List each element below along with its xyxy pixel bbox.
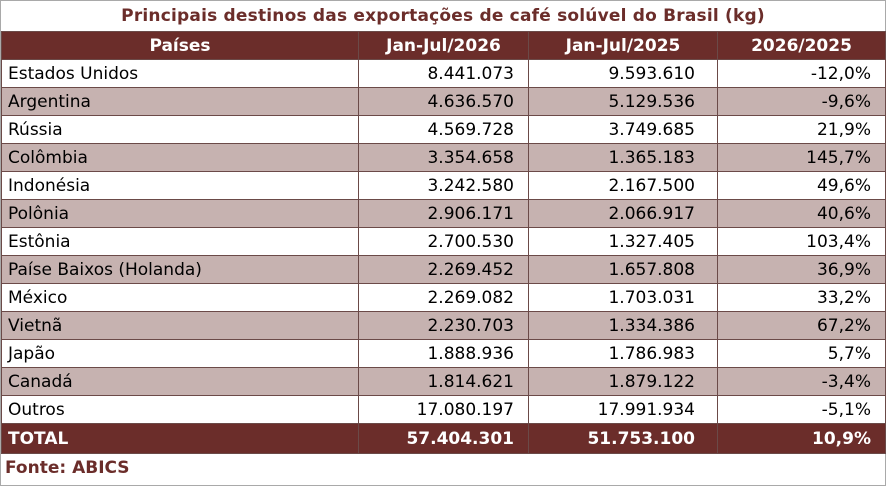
country-cell: Colômbia xyxy=(1,143,359,172)
country-cell: Japão xyxy=(1,339,359,368)
table-row: Japão 1.888.936 1.786.983 5,7% xyxy=(1,339,886,368)
table-row: Indonésia 3.242.580 2.167.500 49,6% xyxy=(1,171,886,200)
value-2026-cell: 2.269.082 xyxy=(358,283,529,312)
country-cell: Estônia xyxy=(1,227,359,256)
header-row: Países Jan-Jul/2026 Jan-Jul/2025 2026/20… xyxy=(1,31,886,60)
table-row: Colômbia 3.354.658 1.365.183 145,7% xyxy=(1,143,886,172)
value-2025-cell: 2.066.917 xyxy=(528,199,718,228)
change-cell: 36,9% xyxy=(717,255,886,284)
value-2026-cell: 4.636.570 xyxy=(358,87,529,116)
value-2026-cell: 17.080.197 xyxy=(358,395,529,424)
change-cell: 67,2% xyxy=(717,311,886,340)
country-cell: Outros xyxy=(1,395,359,424)
header-change: 2026/2025 xyxy=(717,31,886,60)
value-2025-cell: 1.334.386 xyxy=(528,311,718,340)
value-2026-cell: 4.569.728 xyxy=(358,115,529,144)
table-row: Rússia 4.569.728 3.749.685 21,9% xyxy=(1,115,886,144)
value-2026-cell: 3.242.580 xyxy=(358,171,529,200)
value-2025-cell: 1.327.405 xyxy=(528,227,718,256)
change-cell: 5,7% xyxy=(717,339,886,368)
source-note: Fonte: ABICS xyxy=(5,458,130,478)
table-row: Argentina 4.636.570 5.129.536 -9,6% xyxy=(1,87,886,116)
change-cell: 33,2% xyxy=(717,283,886,312)
value-2025-cell: 1.703.031 xyxy=(528,283,718,312)
country-cell: México xyxy=(1,283,359,312)
value-2026-cell: 1.814.621 xyxy=(358,367,529,396)
value-2025-cell: 2.167.500 xyxy=(528,171,718,200)
table-row: Vietnã 2.230.703 1.334.386 67,2% xyxy=(1,311,886,340)
table-row: México 2.269.082 1.703.031 33,2% xyxy=(1,283,886,312)
country-cell: Rússia xyxy=(1,115,359,144)
country-cell: Paíse Baixos (Holanda) xyxy=(1,255,359,284)
change-cell: 49,6% xyxy=(717,171,886,200)
exports-table: Países Jan-Jul/2026 Jan-Jul/2025 2026/20… xyxy=(1,31,886,454)
value-2025-cell: 5.129.536 xyxy=(528,87,718,116)
value-2026-cell: 1.888.936 xyxy=(358,339,529,368)
table-row: Estados Unidos 8.441.073 9.593.610 -12,0% xyxy=(1,59,886,88)
value-2026-cell: 2.230.703 xyxy=(358,311,529,340)
country-cell: Estados Unidos xyxy=(1,59,359,88)
value-2025-cell: 1.879.122 xyxy=(528,367,718,396)
country-cell: Polônia xyxy=(1,199,359,228)
value-2025-cell: 1.786.983 xyxy=(528,339,718,368)
change-cell: -12,0% xyxy=(717,59,886,88)
country-cell: Indonésia xyxy=(1,171,359,200)
table-row: Estônia 2.700.530 1.327.405 103,4% xyxy=(1,227,886,256)
total-2026: 57.404.301 xyxy=(358,423,529,454)
change-cell: 21,9% xyxy=(717,115,886,144)
total-change: 10,9% xyxy=(717,423,886,454)
table-row: Paíse Baixos (Holanda) 2.269.452 1.657.808… xyxy=(1,255,886,284)
table-row: Canadá 1.814.621 1.879.122 -3,4% xyxy=(1,367,886,396)
value-2025-cell: 1.365.183 xyxy=(528,143,718,172)
header-jan-jul-2025: Jan-Jul/2025 xyxy=(528,31,718,60)
header-countries: Países xyxy=(1,31,359,60)
change-cell: 145,7% xyxy=(717,143,886,172)
value-2026-cell: 2.906.171 xyxy=(358,199,529,228)
change-cell: -5,1% xyxy=(717,395,886,424)
value-2025-cell: 17.991.934 xyxy=(528,395,718,424)
total-2025: 51.753.100 xyxy=(528,423,718,454)
country-cell: Vietnã xyxy=(1,311,359,340)
country-cell: Argentina xyxy=(1,87,359,116)
value-2026-cell: 2.700.530 xyxy=(358,227,529,256)
total-label: TOTAL xyxy=(1,423,359,454)
value-2025-cell: 9.593.610 xyxy=(528,59,718,88)
change-cell: -9,6% xyxy=(717,87,886,116)
header-jan-jul-2026: Jan-Jul/2026 xyxy=(358,31,529,60)
change-cell: 40,6% xyxy=(717,199,886,228)
value-2026-cell: 3.354.658 xyxy=(358,143,529,172)
table-row: Polônia 2.906.171 2.066.917 40,6% xyxy=(1,199,886,228)
change-cell: 103,4% xyxy=(717,227,886,256)
total-row: TOTAL 57.404.301 51.753.100 10,9% xyxy=(1,423,886,454)
value-2026-cell: 2.269.452 xyxy=(358,255,529,284)
table-row: Outros 17.080.197 17.991.934 -5,1% xyxy=(1,395,886,424)
change-cell: -3,4% xyxy=(717,367,886,396)
value-2026-cell: 8.441.073 xyxy=(358,59,529,88)
value-2025-cell: 1.657.808 xyxy=(528,255,718,284)
country-cell: Canadá xyxy=(1,367,359,396)
value-2025-cell: 3.749.685 xyxy=(528,115,718,144)
table-title: Principais destinos das exportações de c… xyxy=(121,6,765,26)
